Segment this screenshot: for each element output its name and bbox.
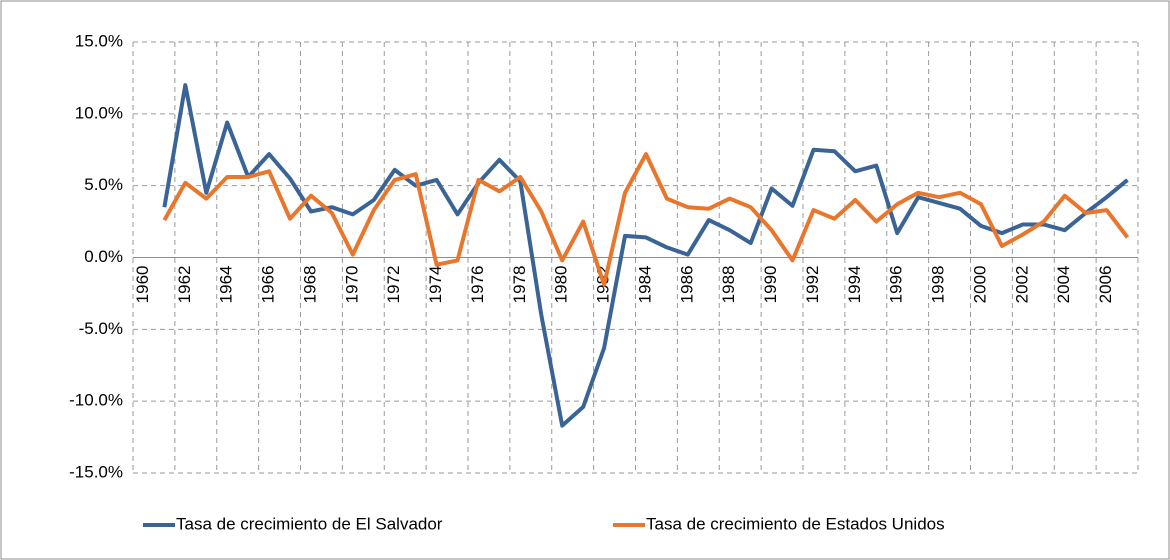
x-tick-label: 1980 (552, 266, 571, 304)
y-tick-label: -5.0% (79, 319, 123, 338)
x-tick-label: 2000 (970, 266, 989, 304)
x-tick-label: 1986 (677, 266, 696, 304)
x-tick-label: 1976 (468, 266, 487, 304)
x-tick-label: 1990 (761, 266, 780, 304)
x-tick-label: 2002 (1012, 266, 1031, 304)
x-tick-label: 1962 (175, 266, 194, 304)
y-tick-label: 0.0% (84, 247, 123, 266)
x-tick-label: 1978 (510, 266, 529, 304)
x-tick-label: 1960 (133, 266, 152, 304)
x-tick-label: 1994 (845, 266, 864, 304)
x-tick-label: 2004 (1054, 266, 1073, 304)
y-tick-label: 5.0% (84, 175, 123, 194)
y-tick-label: 10.0% (75, 103, 123, 122)
x-tick-label: 1968 (300, 266, 319, 304)
x-tick-label: 1966 (259, 266, 278, 304)
x-tick-label: 1970 (342, 266, 361, 304)
y-tick-label: -10.0% (69, 391, 123, 410)
x-tick-label: 1964 (217, 266, 236, 304)
x-tick-label: 1996 (887, 266, 906, 304)
legend-label: Tasa de crecimiento de El Salvador (176, 514, 443, 533)
legend-label: Tasa de crecimiento de Estados Unidos (646, 514, 945, 533)
y-tick-label: 15.0% (75, 31, 123, 50)
x-tick-label: 1992 (803, 266, 822, 304)
y-tick-label: -15.0% (69, 462, 123, 481)
x-tick-label: 1988 (719, 266, 738, 304)
x-tick-label: 1984 (635, 266, 654, 304)
x-tick-label: 1998 (929, 266, 948, 304)
x-tick-label: 1972 (384, 266, 403, 304)
x-tick-label: 2006 (1096, 266, 1115, 304)
series-line (162, 152, 1130, 287)
x-tick-label: 1974 (426, 266, 445, 304)
